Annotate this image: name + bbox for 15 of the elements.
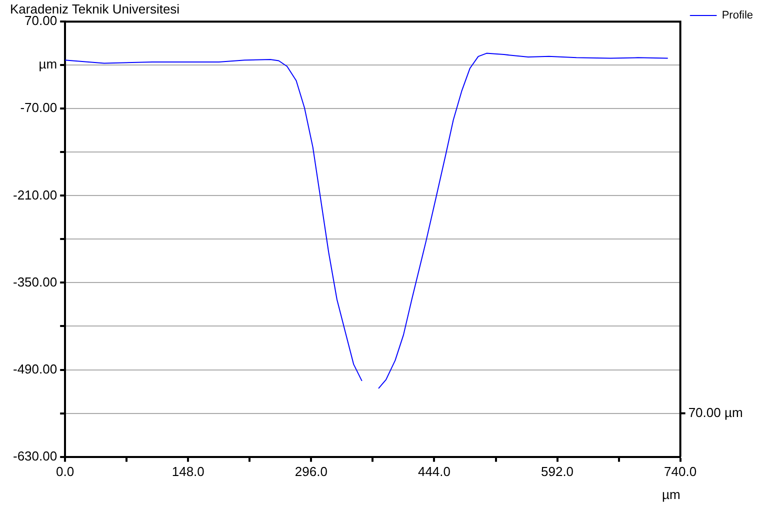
x-tick-label: 148.0 [172, 464, 204, 480]
text: 70.00 µm [688, 404, 743, 420]
x-tick-label: 0.0 [56, 464, 74, 480]
y-tick-label: -70.00 [20, 100, 58, 116]
x-tick-label: 444.0 [418, 464, 450, 480]
y-tick-label: -630.00 [12, 448, 58, 464]
y-tick-label: -210.00 [12, 187, 58, 202]
legend-label: Profile [722, 10, 754, 22]
y-tick-label: µm [38, 56, 58, 72]
y-tick-label: -350.00 [12, 274, 58, 290]
y-tick-label: -490.00 [12, 361, 58, 376]
x-axis-title: µm [662, 486, 680, 502]
x-tick-label: 740.0 [664, 464, 697, 480]
x-tick-label: 296.0 [294, 464, 328, 480]
x-tick-label: 592.0 [541, 464, 574, 480]
